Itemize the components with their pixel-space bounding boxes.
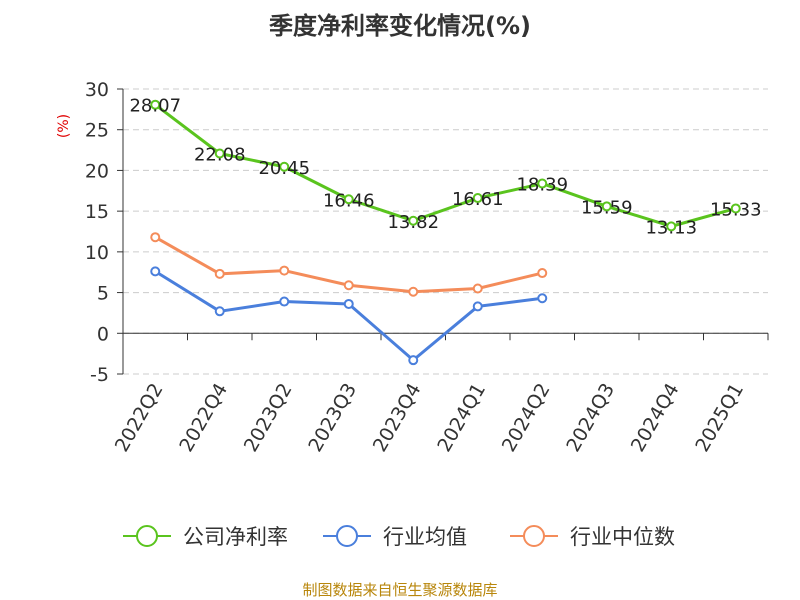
data-point [150, 99, 161, 110]
legend: 公司净利率 行业均值 行业中位数 [123, 525, 675, 549]
data-label: 20.45 [258, 158, 310, 179]
data-label: 13.13 [645, 217, 697, 238]
y-tick-label: 30 [85, 79, 109, 101]
y-tick-label: 5 [97, 283, 109, 305]
x-tick-label: 2024Q2 [498, 380, 555, 456]
data-point [408, 286, 419, 297]
data-label: 22.08 [194, 144, 246, 165]
x-tick-label: 2024Q1 [433, 380, 490, 456]
data-point [150, 232, 161, 243]
data-point [472, 283, 483, 294]
data-label: 15.59 [581, 197, 633, 218]
data-labels: 28.07 22.08 20.45 16.46 13.82 16.61 18.39 15.59… [129, 96, 761, 239]
y-tick-label: 10 [85, 242, 109, 264]
x-tick-label: 2025Q1 [691, 380, 748, 456]
data-point [343, 298, 354, 309]
chart-title: 季度净利率变化情况(%) [269, 12, 531, 40]
data-label: 15.33 [710, 199, 762, 220]
data-point [214, 268, 225, 279]
x-axis-ticks: 2022Q2 2022Q4 2023Q2 2023Q3 2023Q4 2024Q1 2024… [111, 380, 748, 456]
data-label: 16.61 [452, 189, 504, 210]
data-point [279, 296, 290, 307]
y-tick-label: 25 [85, 120, 109, 142]
data-point [537, 293, 548, 304]
x-tick-label: 2022Q4 [175, 380, 232, 456]
data-point [472, 301, 483, 312]
data-point [537, 178, 548, 189]
y-axis-unit-label: (%) [56, 114, 72, 138]
y-tick-label: -5 [90, 364, 109, 386]
data-point [666, 221, 677, 232]
data-label: 13.82 [387, 212, 439, 233]
data-point [472, 193, 483, 204]
data-point [214, 148, 225, 159]
legend-label: 公司净利率 [183, 525, 288, 549]
data-point [408, 215, 419, 226]
y-tick-label: 20 [85, 160, 109, 182]
legend-marker [336, 525, 358, 547]
x-tick-label: 2024Q3 [562, 380, 619, 456]
data-point [537, 268, 548, 279]
x-tick-label: 2024Q4 [627, 380, 684, 456]
data-label: 18.39 [516, 175, 568, 196]
data-point [343, 194, 354, 205]
data-point [343, 280, 354, 291]
data-point [730, 203, 741, 214]
data-label: 28.07 [129, 96, 181, 117]
x-tick-label: 2022Q2 [111, 380, 168, 456]
y-axis-ticks: -5 0 5 10 15 20 25 30 [85, 79, 109, 386]
source-note: 制图数据来自恒生聚源数据库 [302, 581, 497, 599]
legend-label: 行业均值 [383, 525, 467, 549]
data-label: 16.46 [323, 190, 375, 211]
legend-label: 行业中位数 [570, 525, 675, 549]
legend-marker [523, 525, 545, 547]
series-line [154, 103, 737, 228]
series-lines [150, 99, 741, 366]
y-tick-label: 15 [85, 201, 109, 223]
data-point [408, 355, 419, 366]
x-tick-label: 2023Q4 [369, 380, 426, 456]
data-point [279, 161, 290, 172]
data-point [214, 306, 225, 317]
y-tick-label: 0 [97, 323, 109, 345]
data-point [601, 201, 612, 212]
x-tick-label: 2023Q3 [304, 380, 361, 456]
data-point [279, 265, 290, 276]
x-tick-label: 2023Q2 [240, 380, 297, 456]
legend-marker [136, 525, 158, 547]
data-point [150, 266, 161, 277]
